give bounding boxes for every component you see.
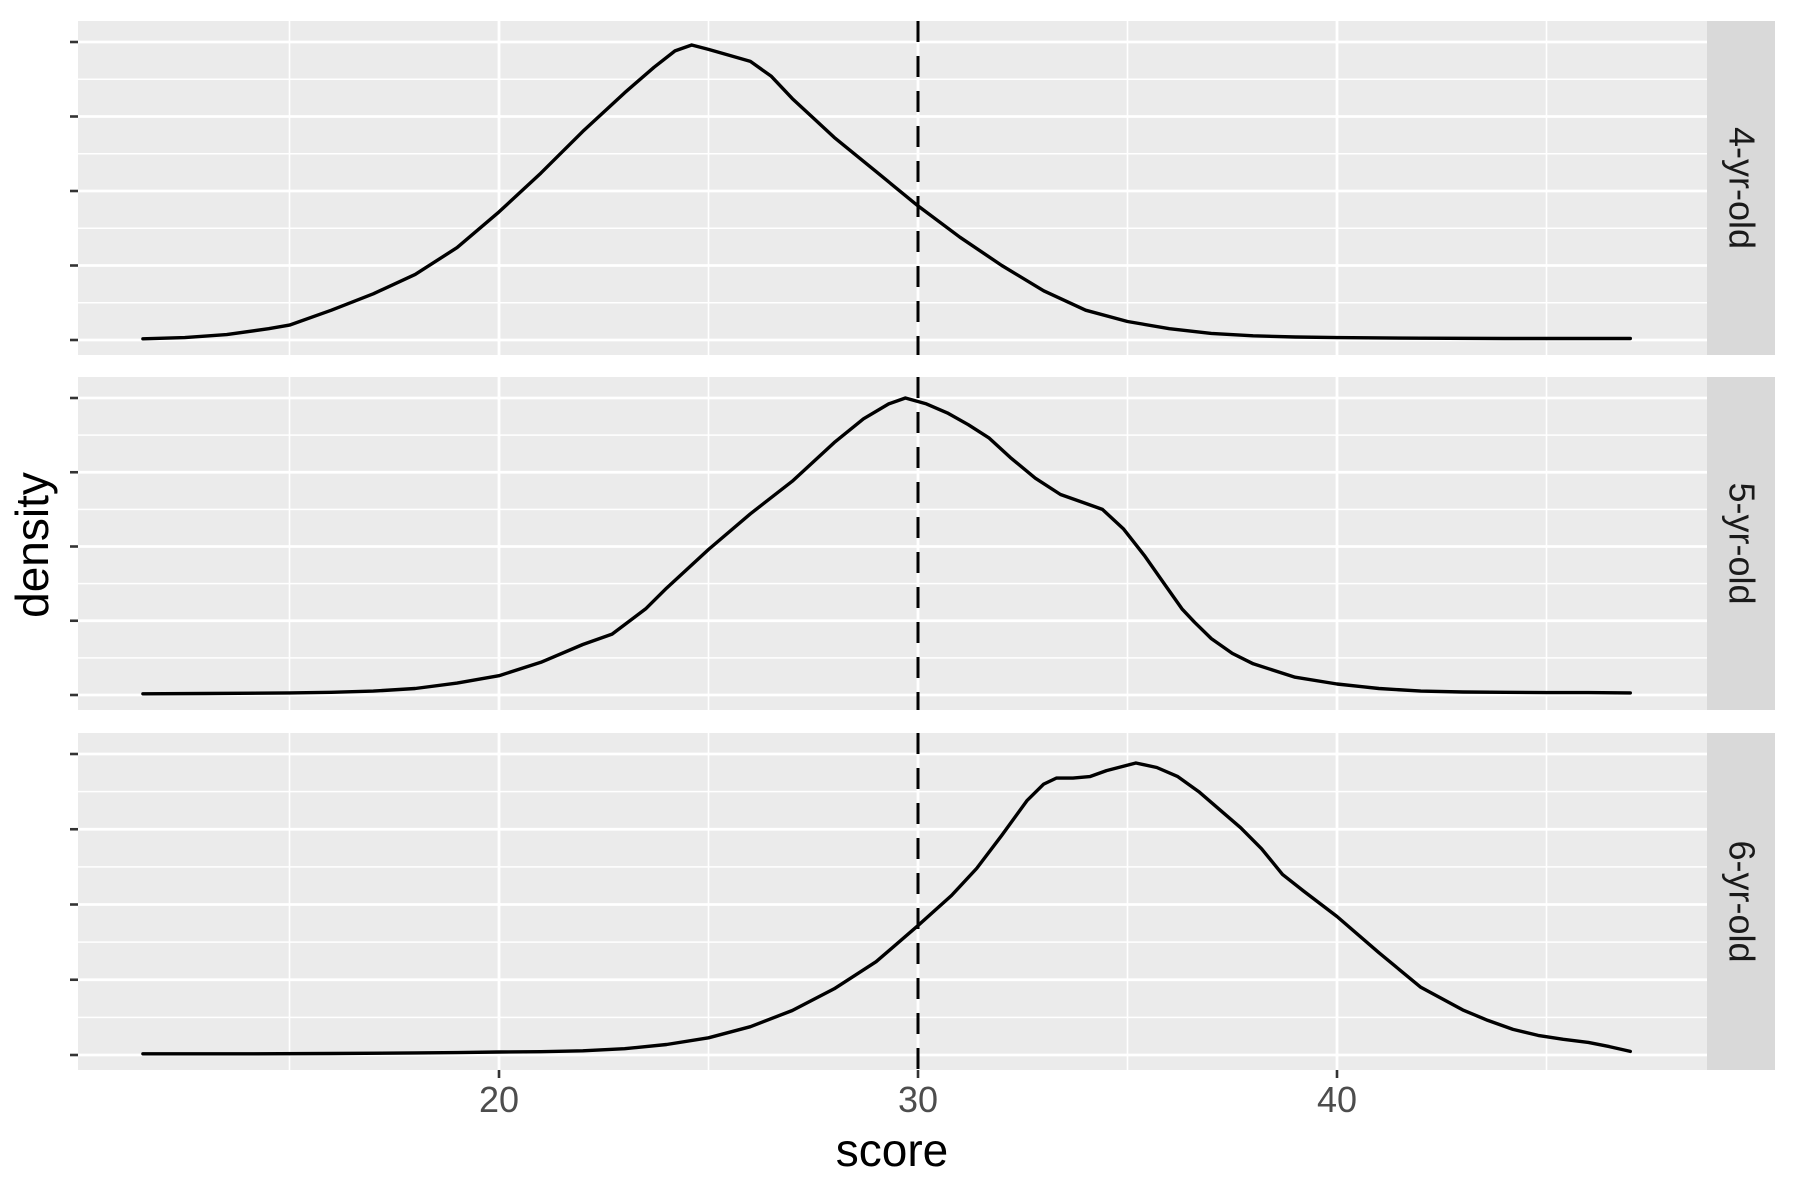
facet-panel-6-yr-old: 6-yr-old — [70, 733, 1775, 1070]
facet-strip — [1707, 733, 1775, 1070]
x-axis-title: score — [835, 1124, 949, 1176]
density-curve — [141, 43, 1633, 341]
y-axis-title: density — [6, 472, 58, 618]
panel-background — [78, 733, 1707, 1070]
x-tick-label: 40 — [1317, 1079, 1357, 1120]
facet-strip-label: 5-yr-old — [1722, 482, 1763, 604]
facet-strip-label: 4-yr-old — [1722, 127, 1763, 249]
x-tick-label: 20 — [479, 1079, 519, 1120]
density-curve — [141, 396, 1633, 696]
facet-panel-5-yr-old: 5-yr-old — [70, 377, 1775, 710]
panel-background — [78, 21, 1707, 355]
facet-strip — [1707, 21, 1775, 355]
panel-background — [78, 377, 1707, 710]
density-curve — [141, 761, 1633, 1056]
facet-strip — [1707, 377, 1775, 710]
facet-strip-label: 6-yr-old — [1722, 840, 1763, 962]
x-tick-label: 30 — [898, 1079, 938, 1120]
facet-panel-4-yr-old: 4-yr-old — [70, 21, 1775, 355]
